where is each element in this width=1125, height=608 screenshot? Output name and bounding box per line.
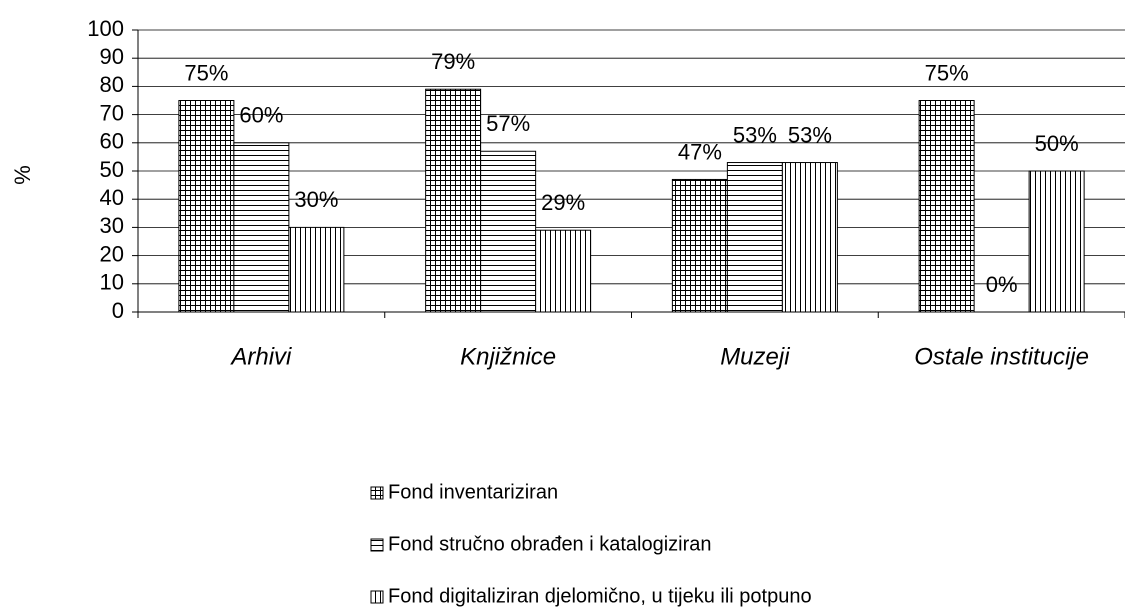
data-label: 50% <box>1035 131 1079 156</box>
y-tick-label: 70 <box>100 100 124 125</box>
bar <box>233 142 290 313</box>
bar <box>671 178 728 313</box>
bar <box>178 100 235 313</box>
data-label: 79% <box>431 49 475 74</box>
data-label: 53% <box>788 122 832 147</box>
x-tick-label: Ostale institucije <box>914 343 1089 370</box>
x-tick-label: Arhivi <box>229 343 292 370</box>
y-tick-label: 0 <box>112 298 124 323</box>
y-tick-label: 60 <box>100 129 124 154</box>
bar <box>918 100 975 313</box>
x-tick-label: Muzeji <box>720 343 790 370</box>
bar <box>1028 170 1085 313</box>
y-tick-label: 80 <box>100 72 124 97</box>
data-label: 75% <box>184 60 228 85</box>
x-tick-label: Knjižnice <box>460 343 556 370</box>
data-label: 60% <box>239 103 283 128</box>
bar <box>535 229 592 313</box>
bar <box>480 150 537 313</box>
legend-swatch <box>370 590 384 604</box>
legend-label: Fond stručno obrađen i katalogiziran <box>388 533 712 555</box>
y-tick-label: 90 <box>100 44 124 69</box>
y-axis-label: % <box>10 165 35 185</box>
y-tick-label: 40 <box>100 185 124 210</box>
legend-label: Fond digitaliziran djelomično, u tijeku … <box>388 585 812 607</box>
data-label: 0% <box>986 272 1018 297</box>
y-tick-label: 30 <box>100 213 124 238</box>
bar <box>726 162 783 313</box>
legend-label: Fond inventariziran <box>388 481 558 503</box>
y-tick-label: 20 <box>100 241 124 266</box>
bar <box>781 162 838 313</box>
legend-swatch <box>370 538 384 552</box>
data-label: 29% <box>541 190 585 215</box>
y-tick-label: 50 <box>100 157 124 182</box>
y-tick-label: 100 <box>87 16 124 41</box>
bar <box>425 88 482 313</box>
y-tick-label: 10 <box>100 270 124 295</box>
data-label: 75% <box>925 60 969 85</box>
data-label: 30% <box>294 187 338 212</box>
data-label: 53% <box>733 122 777 147</box>
legend-swatch <box>370 486 384 500</box>
data-label: 47% <box>678 139 722 164</box>
data-label: 57% <box>486 111 530 136</box>
bar <box>288 226 345 313</box>
